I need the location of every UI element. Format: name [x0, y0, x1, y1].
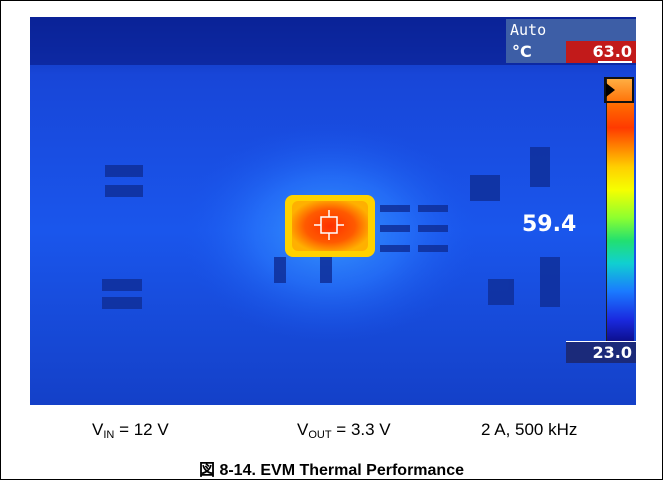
vout-condition: VOUT = 3.3 V — [297, 420, 391, 441]
vout-value: = 3.3 V — [331, 420, 391, 439]
board-components — [102, 147, 560, 309]
vin-subscript: IN — [103, 429, 115, 441]
max-temp-underline — [598, 61, 632, 63]
vin-condition: VIN = 12 V — [92, 420, 169, 441]
unit-label: °C — [506, 41, 566, 63]
spot-temp-reading: 59.4 — [522, 212, 577, 237]
vout-symbol: V — [297, 420, 309, 439]
mode-label: Auto — [506, 19, 636, 41]
min-temp-label: 23.0 — [566, 341, 636, 363]
vin-symbol: V — [92, 420, 104, 439]
vin-value: = 12 V — [114, 420, 169, 439]
color-scale-bar — [606, 77, 634, 359]
scale-marker-arrow-icon — [606, 83, 615, 97]
test-conditions: VIN = 12 V VOUT = 3.3 V 2 A, 500 kHz — [0, 420, 663, 444]
hot-chip — [292, 201, 368, 251]
load-condition: 2 A, 500 kHz — [481, 420, 578, 439]
figure-title: 図 8-14. EVM Thermal Performance — [199, 462, 464, 479]
thermal-image: Auto °C 63.0 59.4 23.0 — [30, 17, 636, 405]
thermal-scene — [30, 17, 636, 405]
vout-subscript: OUT — [308, 429, 332, 441]
crosshair — [314, 210, 344, 240]
max-temp-label: 63.0 — [566, 41, 636, 63]
scale-marker-box — [604, 77, 634, 103]
